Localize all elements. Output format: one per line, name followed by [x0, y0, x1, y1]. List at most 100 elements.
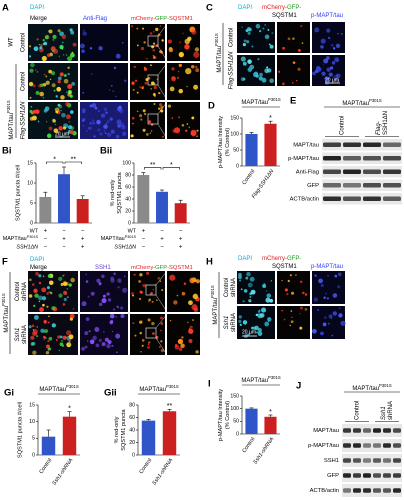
y-tick-label: 100 [230, 131, 239, 137]
cell-signal [304, 308, 308, 311]
cell-signal [186, 85, 188, 88]
cell-signal [134, 334, 137, 337]
label: p-MAPT/tau [288, 156, 319, 162]
cell-signal [187, 36, 192, 41]
condition-sign: + [142, 229, 146, 235]
cell-signal [188, 300, 193, 306]
cell-signal [49, 78, 52, 80]
cell-signal [110, 320, 114, 324]
micrograph [312, 22, 345, 53]
blot-band [373, 458, 381, 463]
blot-band [393, 488, 401, 493]
label: shRNA [231, 313, 237, 332]
cell-signal [196, 135, 198, 138]
cell-signal [159, 107, 162, 110]
cell-signal [37, 295, 43, 301]
cell-signal [327, 274, 329, 277]
cell-signal [38, 300, 41, 303]
blot-band [363, 443, 371, 448]
cell-signal [35, 69, 37, 71]
zoom-line [157, 84, 168, 101]
cell-signal [268, 43, 271, 46]
blot-band [353, 458, 361, 463]
cell-signal [59, 342, 64, 347]
cell-signal [328, 314, 333, 319]
micrograph [167, 102, 200, 139]
label: Control [229, 28, 235, 47]
label: WT [9, 37, 15, 47]
header-part: p-MAPT/tau [311, 13, 343, 19]
cell-signal [184, 44, 190, 50]
condition-name: MAPT/tauP301S [3, 235, 39, 242]
cell-signal [63, 281, 68, 287]
cell-signal [337, 285, 341, 289]
micrograph-bg [167, 314, 200, 355]
y-axis-label: % red-only [114, 416, 120, 443]
header: mCherry-GFP- [262, 5, 301, 11]
cell-signal [101, 274, 105, 278]
header-part: Merge [30, 265, 48, 271]
cell-signal [115, 333, 121, 339]
cell-signal [325, 292, 327, 295]
label-main: MAPT/tau [352, 386, 379, 392]
cell-signal [324, 80, 330, 85]
cell-signal [46, 133, 52, 139]
cell-signal [338, 307, 341, 310]
cell-signal [326, 67, 331, 72]
cell-signal [44, 106, 50, 111]
cell-signal [62, 335, 67, 340]
cell-signal [155, 27, 159, 32]
cell-signal [264, 321, 270, 327]
cell-signal [131, 25, 134, 28]
condition-sign: − [62, 229, 66, 235]
cell-signal [299, 312, 301, 315]
header: SSH1 [95, 265, 111, 271]
bar [264, 123, 277, 166]
panel-label: J [296, 381, 301, 392]
condition-sign: − [62, 245, 66, 251]
cell-signal [145, 78, 149, 82]
cell-signal [152, 42, 156, 45]
y-tick-label: 100 [122, 160, 131, 166]
zoom-box [145, 327, 157, 339]
micrograph [237, 271, 275, 304]
cell-signal [264, 24, 266, 26]
label: shRNA [22, 282, 28, 301]
cell-signal [157, 276, 161, 280]
blot-band [353, 443, 361, 448]
cell-signal [98, 46, 103, 51]
cell-signal [144, 81, 148, 85]
cell-signal [67, 66, 70, 70]
cell-signal [296, 79, 298, 82]
cell-signal [335, 293, 337, 296]
header-part: SQSTM1 [272, 264, 297, 270]
cell-signal [33, 304, 36, 308]
cell-signal [186, 321, 189, 324]
cell-signal [99, 132, 103, 136]
cell-signal [313, 297, 319, 302]
header-part: SQSTM1 [169, 16, 193, 22]
blot-band [363, 473, 371, 478]
blot-band [343, 443, 351, 448]
cell-signal [54, 123, 57, 126]
bar [58, 174, 70, 223]
cell-signal [324, 76, 330, 82]
cell-signal [68, 90, 71, 93]
cell-signal [154, 95, 156, 97]
cell-signal [147, 318, 151, 322]
cell-signal [337, 272, 342, 277]
cell-signal [81, 301, 87, 307]
cell-signal [103, 107, 108, 111]
panel-label: Gi [4, 388, 14, 399]
blot-band [373, 443, 381, 448]
cell-signal [183, 282, 187, 285]
cell-signal [245, 276, 249, 280]
blot-title: MAPT/tauP301S [342, 98, 381, 106]
cell-signal [113, 66, 117, 70]
cell-signal [264, 34, 270, 40]
cell-signal [181, 124, 185, 127]
cell-signal [140, 118, 143, 121]
condition-name: WT [128, 228, 137, 234]
cell-signal [61, 35, 66, 40]
cell-signal [152, 332, 155, 335]
